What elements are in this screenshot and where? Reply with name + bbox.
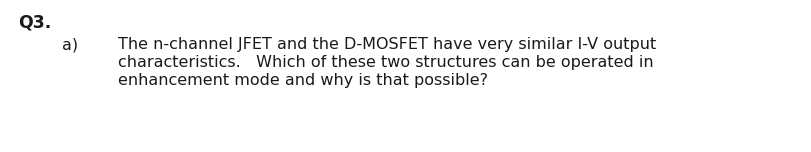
Text: The n-channel JFET and the D-MOSFET have very similar I-V output: The n-channel JFET and the D-MOSFET have… <box>118 37 656 52</box>
Text: enhancement mode and why is that possible?: enhancement mode and why is that possibl… <box>118 73 488 88</box>
Text: Q3.: Q3. <box>18 14 51 32</box>
Text: a): a) <box>62 37 78 52</box>
Text: characteristics.   Which of these two structures can be operated in: characteristics. Which of these two stru… <box>118 55 654 70</box>
